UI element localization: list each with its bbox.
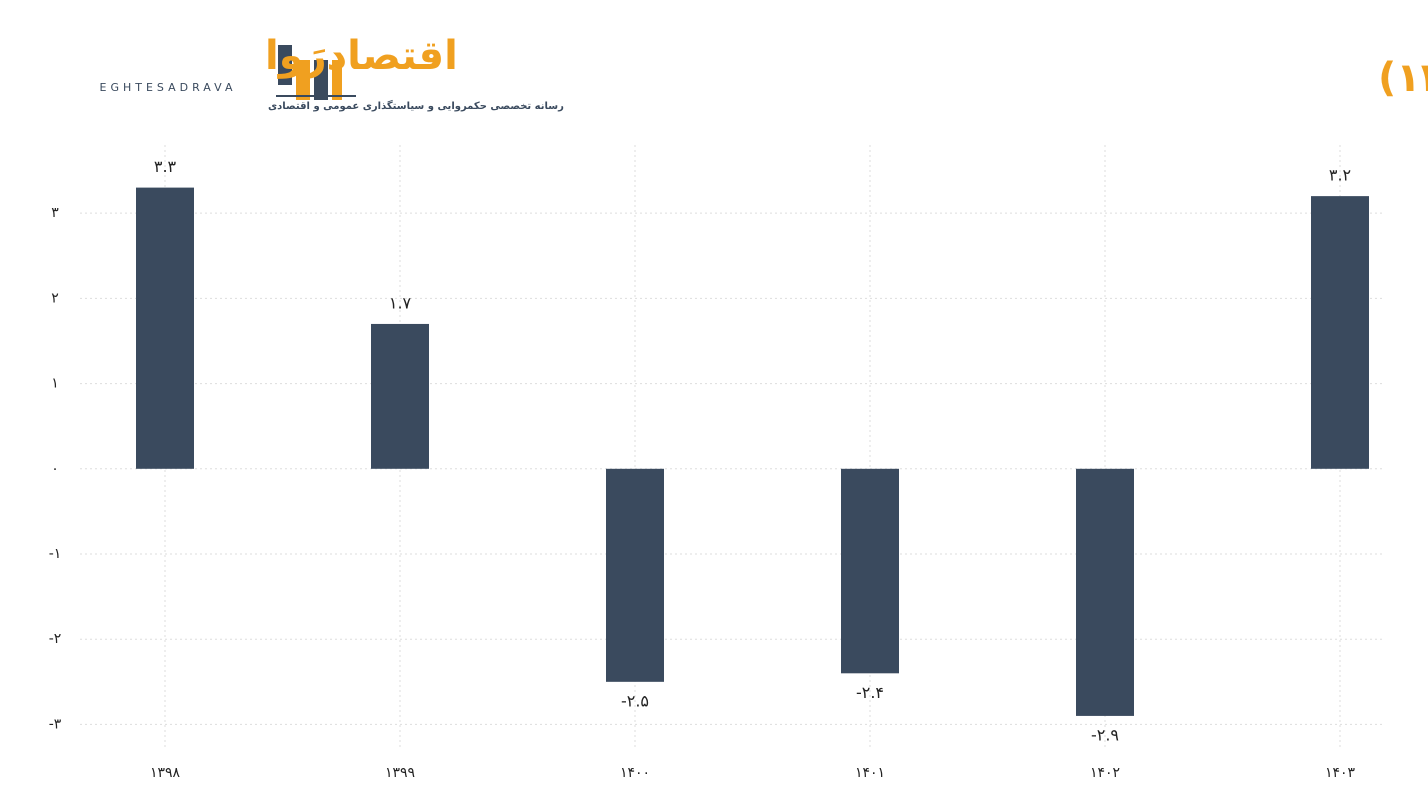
y-tick-label: ۱ xyxy=(51,376,59,392)
x-tick-label: ۱۴۰۲ xyxy=(1090,765,1120,781)
x-tick-label: ۱۴۰۰ xyxy=(620,765,650,781)
bar xyxy=(1311,196,1369,469)
y-tick-label: ۲ xyxy=(51,290,59,306)
bar xyxy=(371,323,429,469)
bar xyxy=(606,468,664,682)
value-label: -۲.۴ xyxy=(856,683,884,702)
chart-title: رشد شاخص تولید کشاورزی (۱۳۹۸-۱۴۰۳) xyxy=(1378,55,1428,101)
value-label: ۱.۷ xyxy=(389,293,412,312)
x-tick-label: ۱۳۹۸ xyxy=(150,765,181,781)
y-tick-label: ۳ xyxy=(51,205,59,221)
y-tick-label: -۱ xyxy=(49,546,62,562)
logo-shape xyxy=(296,60,310,100)
y-tick-label: -۳ xyxy=(49,716,62,732)
brand-tagline: رسانه تخصصی حکمروایی و سیاستگذاری عمومی … xyxy=(268,99,564,112)
value-label: -۲.۵ xyxy=(621,691,649,710)
brand-latin: EGHTESADRAVA xyxy=(100,81,237,94)
bar xyxy=(136,187,194,469)
x-tick-label: ۱۳۹۹ xyxy=(385,765,415,781)
bar xyxy=(841,468,899,674)
x-tick-label: ۱۴۰۳ xyxy=(1325,765,1356,781)
x-tick-label: ۱۴۰۱ xyxy=(855,765,885,781)
logo-shape xyxy=(278,45,292,85)
y-tick-label: ۰ xyxy=(51,461,59,477)
value-label: ۳.۲ xyxy=(1329,166,1351,185)
logo: اقتصادرَوا EGHTESADRAVA رسانه تخصصی حکمر… xyxy=(100,33,565,112)
value-label: -۲.۹ xyxy=(1091,725,1119,744)
logo-shape xyxy=(314,60,328,100)
logo-shape xyxy=(332,60,342,100)
value-label: ۳.۳ xyxy=(154,157,177,176)
bar xyxy=(1076,468,1134,716)
y-tick-label: -۲ xyxy=(49,631,62,647)
brand-name: اقتصادرَوا xyxy=(265,33,458,79)
